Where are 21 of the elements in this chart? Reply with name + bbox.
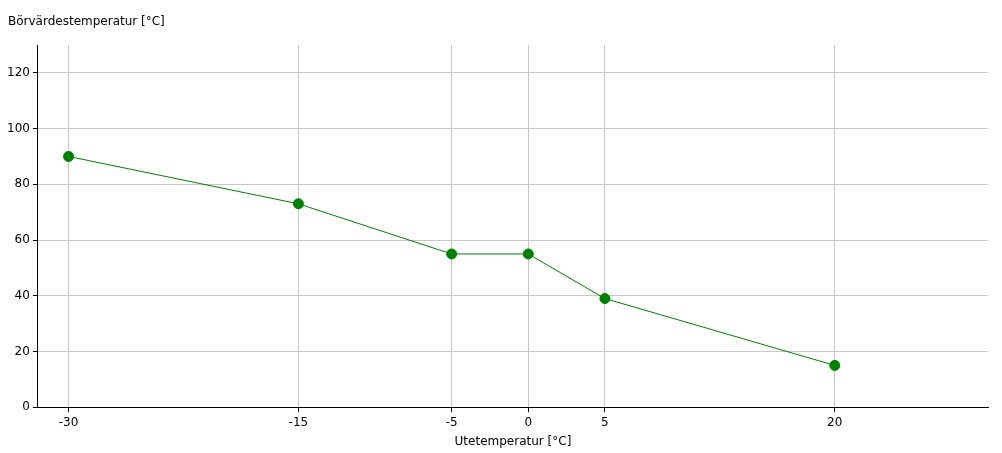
y-tick-label: 40 — [14, 287, 30, 302]
point — [599, 293, 611, 305]
point — [522, 248, 534, 260]
y-tick-label: 80 — [14, 176, 30, 191]
y-tick-label: 100 — [7, 120, 30, 135]
x-tick-label: -30 — [58, 414, 79, 429]
point — [829, 359, 841, 371]
point — [446, 248, 458, 260]
x-tick-label: 5 — [601, 414, 609, 429]
point — [63, 150, 75, 162]
x-tick-label: -5 — [445, 414, 458, 429]
y-tick-label: 120 — [7, 64, 30, 79]
point — [292, 198, 304, 210]
y-axis-title: Börvärdestemperatur [°C] — [8, 14, 165, 29]
x-tick-label: 20 — [827, 414, 843, 429]
x-tick-label: -15 — [288, 414, 309, 429]
x-tick-label: 0 — [524, 414, 533, 429]
x-axis-title: Utetemperatur [°C] — [454, 433, 572, 448]
y-tick-label: 0 — [22, 399, 30, 414]
y-tick-label: 20 — [14, 343, 30, 358]
y-tick-label: 60 — [14, 232, 30, 247]
